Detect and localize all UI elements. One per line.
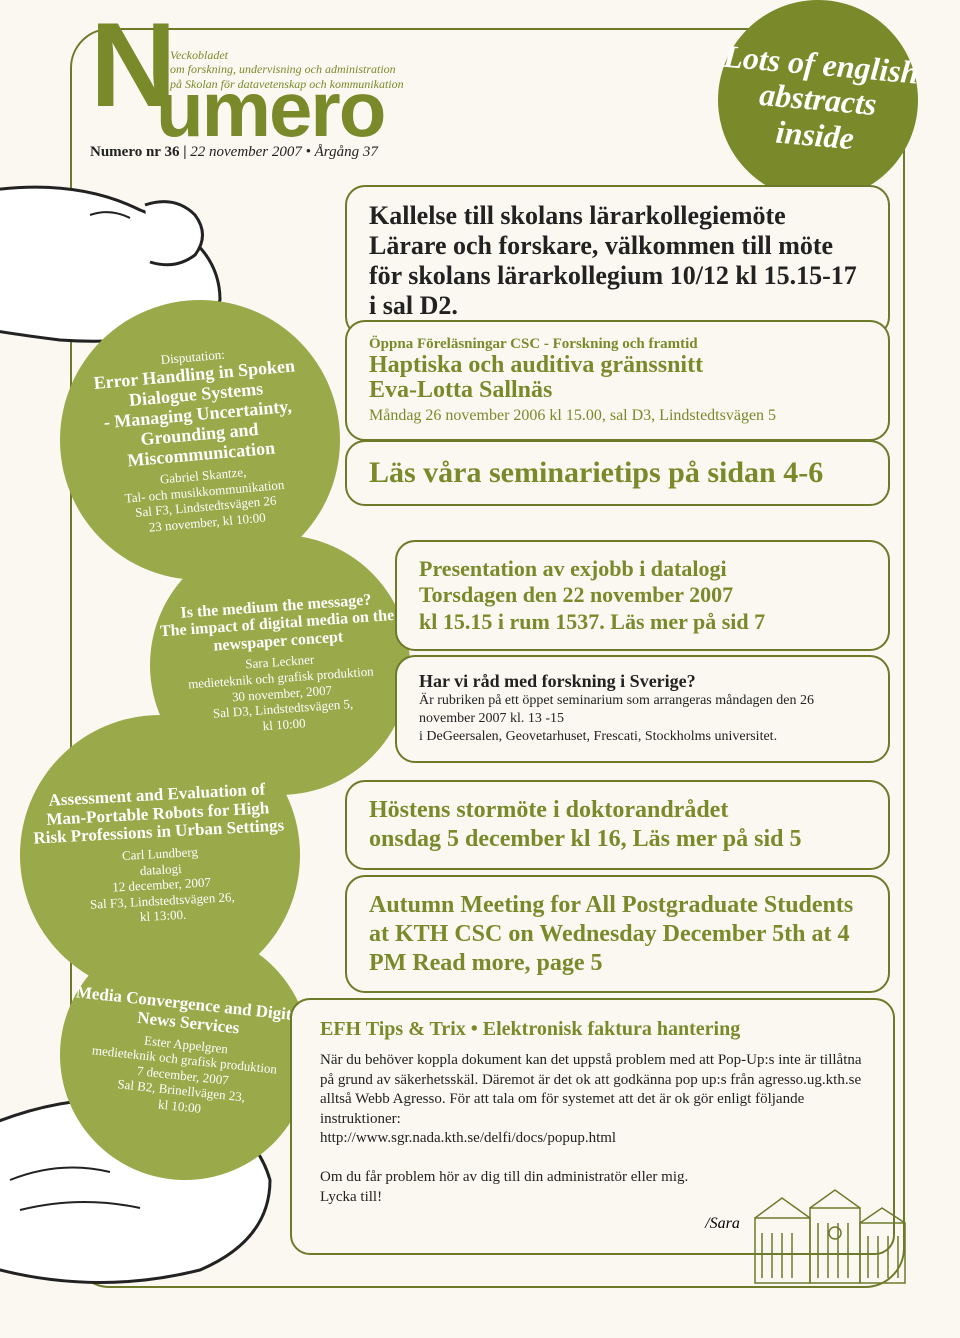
box-exjobb: Presentation av exjobb i datalogi Torsda…	[395, 540, 890, 651]
box-b-sub: Måndag 26 november 2006 kl 15.00, sal D3…	[369, 407, 866, 425]
box-forskning-sverige: Har vi råd med forskning i Sverige? Är r…	[395, 655, 890, 763]
box-c-text: Läs våra seminarietips på sidan 4-6	[369, 456, 866, 490]
box-e-body: Är rubriken på ett öppet seminarium som …	[419, 692, 866, 747]
issue-number: Numero nr 36 |	[90, 144, 190, 160]
issue-line: Numero nr 36 | 22 november 2007 • Årgång…	[90, 144, 378, 161]
issue-date: 22 november 2007 • Årgång 37	[190, 144, 378, 160]
masthead: N Veckobladet om forskning, undervisning…	[90, 20, 177, 110]
bubble3-sub: Carl Lundberg datalogi 12 december, 2007…	[30, 839, 294, 930]
bubble3-title: Assessment and Evaluation of Man-Portabl…	[27, 779, 290, 849]
box-haptiska: Öppna Föreläsningar CSC - Forskning och …	[345, 320, 890, 441]
box-kallelse: Kallelse till skolans lärarkollegiemöte …	[345, 185, 890, 337]
box-g-text: Autumn Meeting for All Postgraduate Stud…	[369, 891, 866, 977]
box-b-title: Haptiska och auditiva gränssnitt Eva-Lot…	[369, 353, 866, 403]
building-illustration	[750, 1178, 910, 1288]
bubble1-title: Error Handling in Spoken Dialogue System…	[64, 354, 332, 475]
tagline-1: Veckobladet	[170, 48, 404, 62]
logo-rest: umero	[156, 64, 384, 155]
box-h-title: EFH Tips & Trix • Elektronisk faktura ha…	[320, 1018, 865, 1041]
box-seminarietips: Läs våra seminarietips på sidan 4-6	[345, 440, 890, 506]
box-d-text: Presentation av exjobb i datalogi Torsda…	[419, 556, 866, 635]
corner-badge-text: Lots of english abstracts inside	[714, 39, 922, 162]
box-autumn-meeting: Autumn Meeting for All Postgraduate Stud…	[345, 875, 890, 993]
box-b-over: Öppna Föreläsningar CSC - Forskning och …	[369, 336, 866, 353]
box-a-text: Kallelse till skolans lärarkollegiemöte …	[369, 201, 866, 321]
box-stormote: Höstens stormöte i doktorandrådet onsdag…	[345, 780, 890, 870]
box-f-text: Höstens stormöte i doktorandrådet onsdag…	[369, 796, 866, 854]
box-e-title: Har vi råd med forskning i Sverige?	[419, 671, 866, 692]
